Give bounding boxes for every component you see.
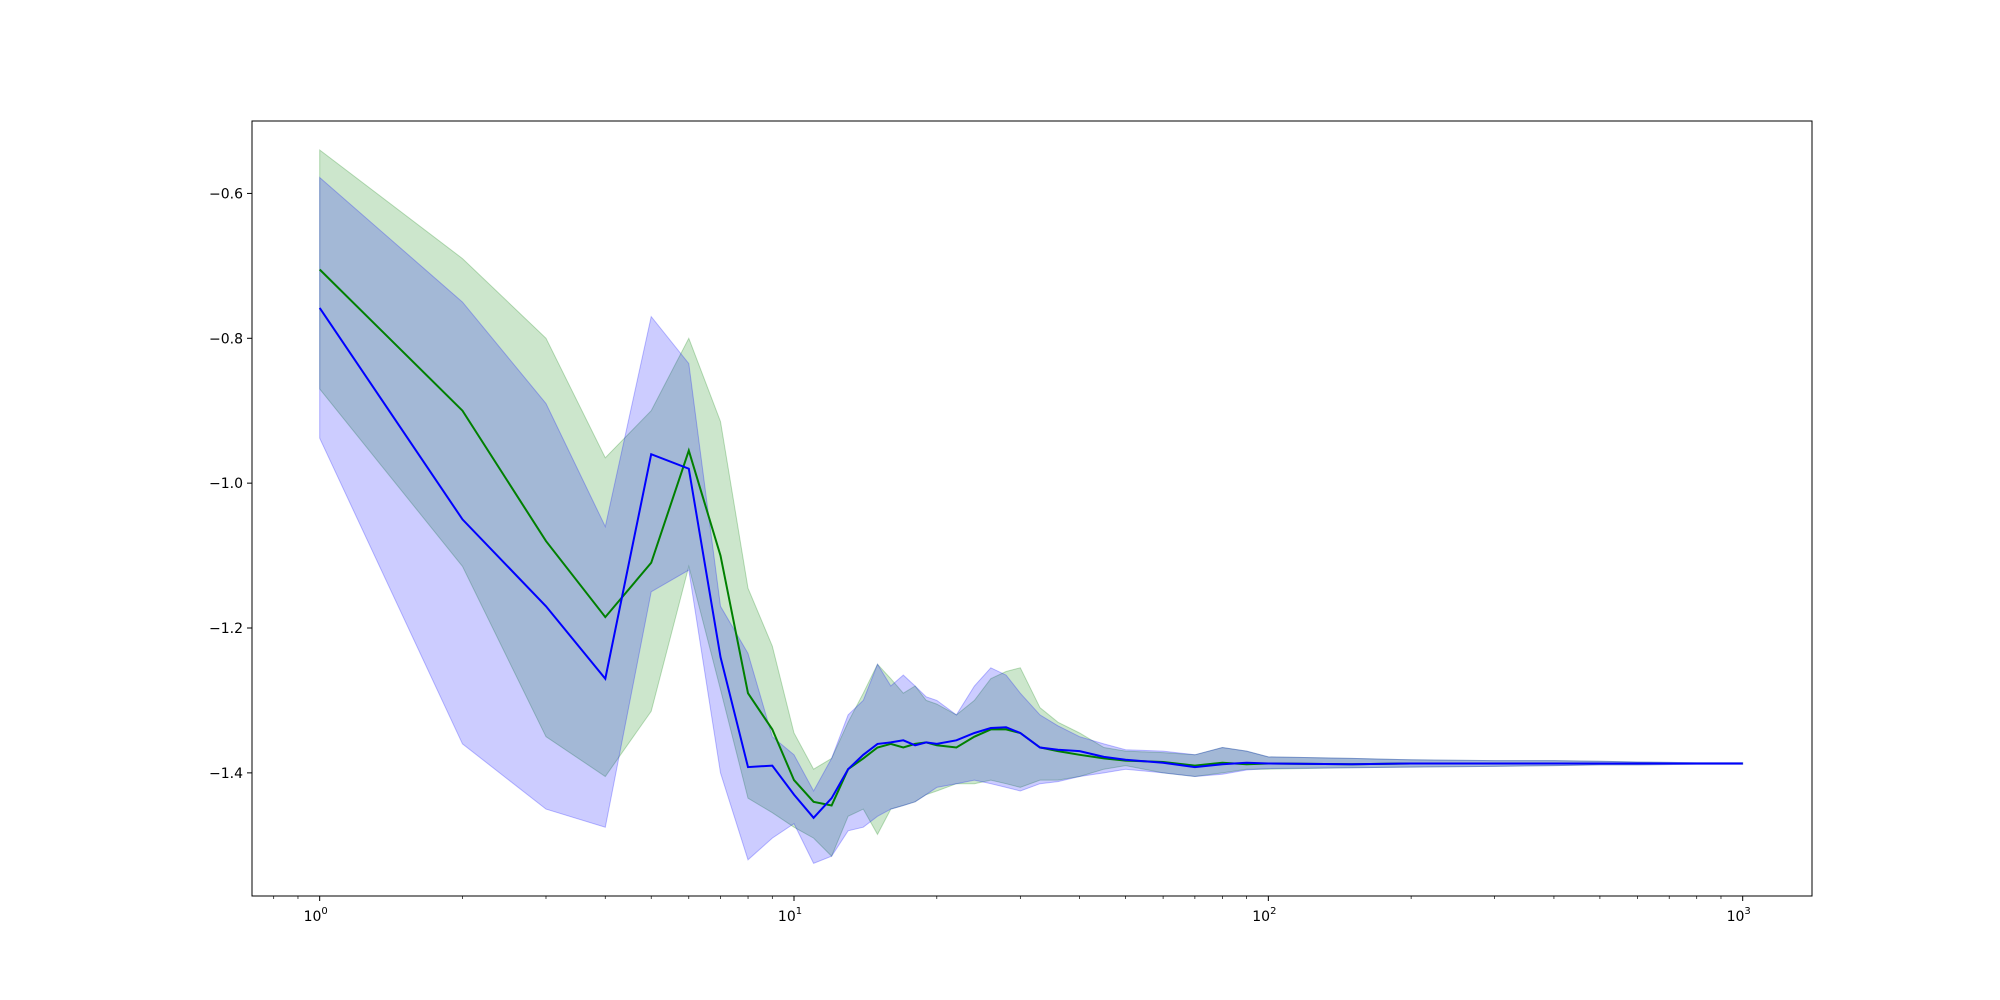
y-tick-label: −1.2: [209, 621, 243, 637]
x-tick-exponent: 2: [1270, 906, 1276, 917]
y-axis: −0.6 −0.8 −1.0 −1.2 −1.4: [209, 186, 252, 782]
x-axis: 100 101 102 103: [273, 896, 1751, 925]
y-tick-label: −1.0: [209, 476, 243, 492]
x-tick-exponent: 3: [1744, 906, 1750, 917]
x-tick-base: 10: [1252, 909, 1270, 925]
x-tick-base: 10: [1727, 909, 1745, 925]
x-tick-exponent: 1: [796, 906, 802, 917]
axes-frame: [251, 120, 1813, 897]
x-tick-base: 10: [304, 909, 322, 925]
plot-area: [252, 121, 1812, 896]
x-tick-exponent: 0: [321, 906, 327, 917]
x-tick-label: 103: [1727, 906, 1751, 925]
series-1-line: [318, 307, 1743, 820]
x-tick-label: 102: [1252, 906, 1276, 925]
y-tick-label: −0.8: [209, 331, 243, 347]
x-tick-label: 101: [778, 906, 802, 925]
x-tick-label: 100: [304, 906, 328, 925]
y-tick-label: −1.4: [209, 766, 243, 782]
y-tick-label: −0.6: [209, 186, 243, 202]
series-lines: [318, 268, 1743, 820]
x-tick-base: 10: [778, 909, 796, 925]
